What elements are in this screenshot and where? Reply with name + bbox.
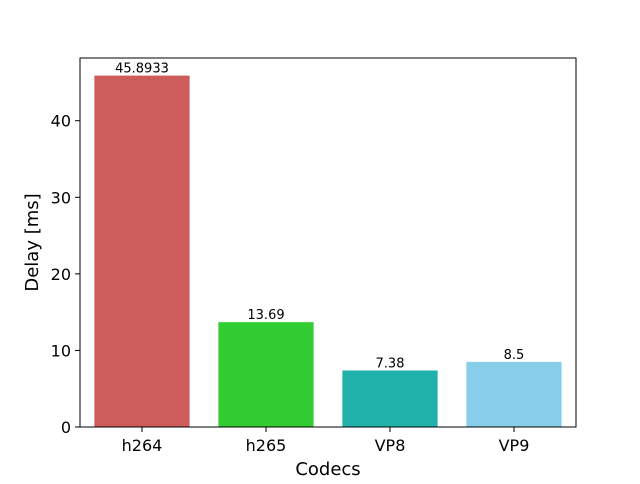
bar-value-label: 13.69 [247,308,284,323]
bars-layer [94,75,562,427]
y-axis-title: Delay [ms] [22,193,43,291]
y-tick-label: 20 [51,265,71,284]
plot-frame [79,57,577,428]
bar-h264 [94,75,190,427]
bar-value-label: 8.5 [504,348,525,363]
x-axis: h264 h265 VP8 VP9 [122,427,530,455]
bar-vp8 [342,370,438,427]
bar-h265 [218,322,314,427]
y-tick-label: 40 [51,112,71,131]
x-axis-title: Codecs [295,459,360,480]
x-tick-label: h265 [246,436,287,455]
y-axis: 0 10 20 30 40 [51,112,80,437]
bar-vp9 [466,361,562,427]
x-tick-label: VP8 [375,436,406,455]
bar-value-label: 45.8933 [115,62,169,77]
y-tick-label: 10 [51,341,71,360]
x-tick-label: VP9 [499,436,530,455]
bar-value-label: 7.38 [376,356,405,371]
x-tick-label: h264 [122,436,163,455]
value-labels-layer: 45.8933 13.69 7.38 8.5 [115,62,524,372]
y-tick-label: 30 [51,188,71,207]
y-tick-label: 0 [61,418,71,437]
